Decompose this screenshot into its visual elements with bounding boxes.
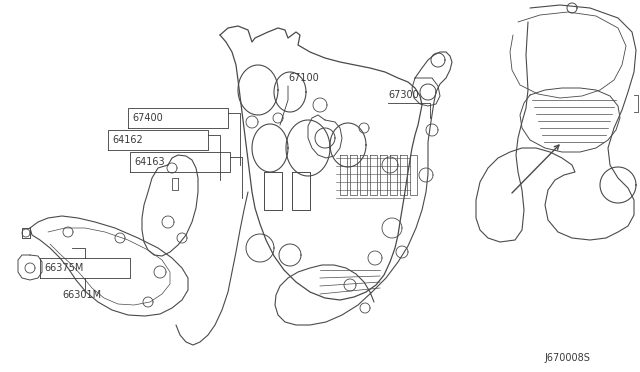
Text: 64162: 64162 xyxy=(112,135,143,145)
Text: 66301M: 66301M xyxy=(62,290,101,300)
Text: 67100: 67100 xyxy=(288,73,319,83)
Text: 66375M: 66375M xyxy=(44,263,83,273)
Text: 64163: 64163 xyxy=(134,157,164,167)
Text: 67300: 67300 xyxy=(388,90,419,100)
Text: 67400: 67400 xyxy=(132,113,163,123)
Text: J670008S: J670008S xyxy=(544,353,590,363)
